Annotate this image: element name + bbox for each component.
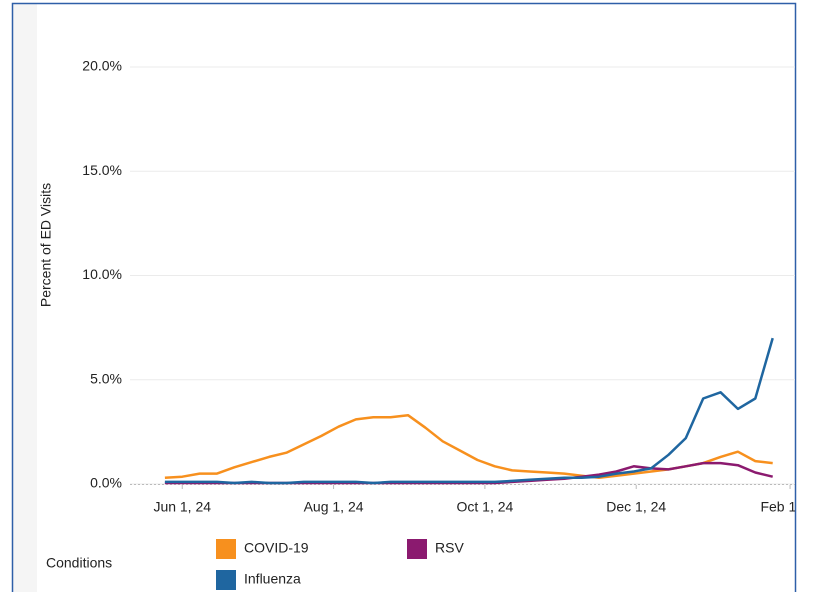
series-line [164,461,773,485]
x-tick-label: Oct 1, 24 [456,499,513,515]
y-tick-label: 0.0% [90,475,122,491]
frame [11,2,797,592]
legend-label: RSV [435,540,464,556]
y-tick-label: 5.0% [90,370,122,386]
x-tick-label: Jun 1, 24 [153,499,211,515]
x-tick-label: Dec 1, 24 [606,499,666,515]
legend-label: Influenza [244,571,301,587]
side-strip [13,4,37,592]
x-tick-label: Feb 1, 25 [760,499,819,515]
series-line [164,337,774,485]
y-tick-label: 20.0% [82,58,122,74]
legend-title: Conditions [46,555,112,571]
legend-swatch [216,570,236,590]
legend-swatch [216,539,236,559]
x-tick-label: Aug 1, 24 [304,499,364,515]
legend-label: COVID-19 [244,540,309,556]
plot: 0.0% 5.0% 10.0% 15.0% 20.0% Jun 1, 24 Aug 1, 2… [82,58,819,515]
y-tick-label: 10.0% [82,266,122,282]
y-axis-label: Percent of ED Visits [38,183,54,307]
legend-swatch [407,539,427,559]
y-tick-label: 15.0% [82,162,122,178]
